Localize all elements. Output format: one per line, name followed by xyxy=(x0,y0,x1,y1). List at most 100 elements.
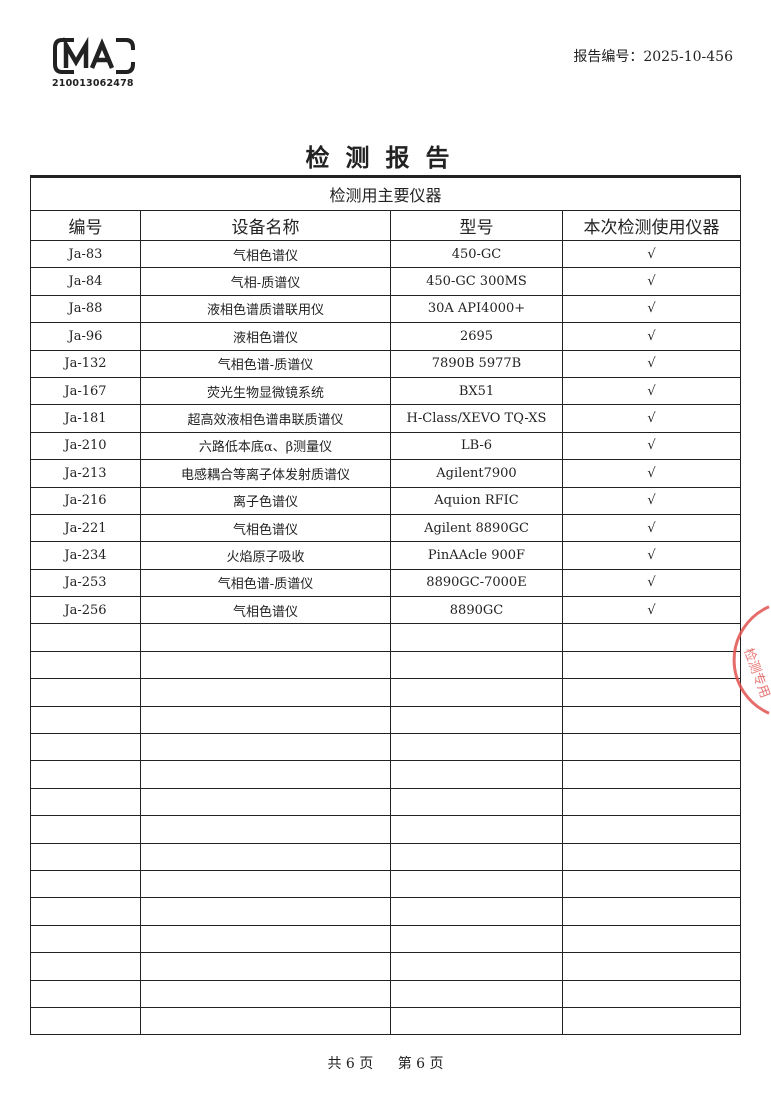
empty-cell xyxy=(140,842,391,871)
empty-cell xyxy=(390,705,563,735)
empty-cell xyxy=(561,760,742,789)
table-row: Ja-181 超高效液相色谱串联质谱仪 H-Class/XEVO TQ-XS √ xyxy=(30,404,742,433)
empty-cell xyxy=(561,1006,742,1036)
empty-table-row xyxy=(30,1006,742,1036)
empty-cell xyxy=(30,623,141,652)
empty-cell xyxy=(390,1006,563,1036)
cell-model: Agilent 8890GC xyxy=(390,513,563,543)
cell-model: 8890GC-7000E xyxy=(390,568,563,598)
empty-cell xyxy=(561,650,742,680)
cell-id: Ja-216 xyxy=(30,486,141,515)
empty-cell xyxy=(30,869,141,899)
column-header-id: 编号 xyxy=(30,210,141,241)
table-row: Ja-216 离子色谱仪 Aquion RFIC √ xyxy=(30,486,742,515)
cell-id: Ja-234 xyxy=(30,541,141,570)
empty-cell xyxy=(140,897,391,926)
cma-number: 210013062478 xyxy=(52,78,134,89)
cell-name: 六路低本底α、β测量仪 xyxy=(140,431,391,461)
empty-cell xyxy=(30,787,141,817)
cell-used: √ xyxy=(561,513,742,543)
empty-cell xyxy=(390,897,563,926)
empty-cell xyxy=(390,733,563,762)
cell-model: LB-6 xyxy=(390,431,563,461)
empty-cell xyxy=(140,760,391,789)
cell-model: Aquion RFIC xyxy=(390,486,563,515)
cell-model: 450-GC xyxy=(390,239,563,269)
table-row: Ja-88 液相色谱质谱联用仪 30A API4000+ √ xyxy=(30,294,742,324)
empty-cell xyxy=(390,924,563,954)
cell-model: BX51 xyxy=(390,376,563,406)
empty-cell xyxy=(140,869,391,899)
cma-logo-mark xyxy=(53,36,135,74)
cell-model: H-Class/XEVO TQ-XS xyxy=(390,404,563,433)
cell-name: 气相色谱仪 xyxy=(140,513,391,543)
empty-cell xyxy=(140,952,391,981)
empty-cell xyxy=(390,623,563,652)
empty-table-row xyxy=(30,924,742,954)
cell-name: 气相-质谱仪 xyxy=(140,267,391,296)
table-row: Ja-83 气相色谱仪 450-GC √ xyxy=(30,239,742,269)
empty-cell xyxy=(30,952,141,981)
table-row: Ja-132 气相色谱-质谱仪 7890B 5977B √ xyxy=(30,349,742,378)
empty-table-row xyxy=(30,842,742,871)
empty-cell xyxy=(30,815,141,844)
cell-name: 气相色谱-质谱仪 xyxy=(140,568,391,598)
empty-cell xyxy=(390,815,563,844)
empty-cell xyxy=(561,869,742,899)
cell-used: √ xyxy=(561,239,742,269)
empty-cell xyxy=(390,952,563,981)
table-row: Ja-256 气相色谱仪 8890GC √ xyxy=(30,596,742,625)
empty-cell xyxy=(30,733,141,762)
cell-model: Agilent7900 xyxy=(390,459,563,488)
report-number-value: 2025-10-456 xyxy=(643,49,733,65)
cell-used: √ xyxy=(561,404,742,433)
empty-cell xyxy=(140,979,391,1008)
cell-model: PinAAcle 900F xyxy=(390,541,563,570)
empty-cell xyxy=(30,924,141,954)
cell-name: 荧光生物显微镜系统 xyxy=(140,376,391,406)
table-row: Ja-253 气相色谱-质谱仪 8890GC-7000E √ xyxy=(30,568,742,598)
empty-table-row xyxy=(30,787,742,817)
cell-id: Ja-253 xyxy=(30,568,141,598)
page-title: 检测报告 xyxy=(305,143,466,172)
cell-used: √ xyxy=(561,568,742,598)
empty-cell xyxy=(561,979,742,1008)
empty-cell xyxy=(390,650,563,680)
empty-table-row xyxy=(30,678,742,707)
cell-name: 气相色谱-质谱仪 xyxy=(140,349,391,378)
cell-model: 7890B 5977B xyxy=(390,349,563,378)
cell-name: 离子色谱仪 xyxy=(140,486,391,515)
cell-name: 火焰原子吸收 xyxy=(140,541,391,570)
empty-cell xyxy=(140,787,391,817)
column-header-model: 型号 xyxy=(390,210,563,241)
empty-table-row xyxy=(30,623,742,652)
total-pages: 共 6 页 xyxy=(327,1056,374,1072)
table-row: Ja-84 气相-质谱仪 450-GC 300MS √ xyxy=(30,267,742,296)
cell-used: √ xyxy=(561,349,742,378)
cell-used: √ xyxy=(561,541,742,570)
empty-table-row xyxy=(30,952,742,981)
empty-table-row xyxy=(30,705,742,735)
table-row: Ja-213 电感耦合等离子体发射质谱仪 Agilent7900 √ xyxy=(30,459,742,488)
table-row: Ja-234 火焰原子吸收 PinAAcle 900F √ xyxy=(30,541,742,570)
report-number: 报告编号：2025-10-456 xyxy=(573,46,733,66)
cell-used: √ xyxy=(561,267,742,296)
cell-id: Ja-132 xyxy=(30,349,141,378)
cell-id: Ja-221 xyxy=(30,513,141,543)
table-row: Ja-221 气相色谱仪 Agilent 8890GC √ xyxy=(30,513,742,543)
empty-cell xyxy=(390,842,563,871)
empty-cell xyxy=(140,650,391,680)
empty-cell xyxy=(140,1006,391,1036)
cell-name: 液相色谱质谱联用仪 xyxy=(140,294,391,324)
cell-used: √ xyxy=(561,431,742,461)
cell-model: 450-GC 300MS xyxy=(390,267,563,296)
empty-cell xyxy=(390,678,563,707)
empty-table-row xyxy=(30,733,742,762)
cell-name: 气相色谱仪 xyxy=(140,239,391,269)
empty-cell xyxy=(561,924,742,954)
empty-cell xyxy=(561,733,742,762)
cell-used: √ xyxy=(561,322,742,351)
cell-used: √ xyxy=(561,294,742,324)
table-caption: 检测用主要仪器 xyxy=(29,176,742,211)
current-page: 第 6 页 xyxy=(397,1056,444,1072)
